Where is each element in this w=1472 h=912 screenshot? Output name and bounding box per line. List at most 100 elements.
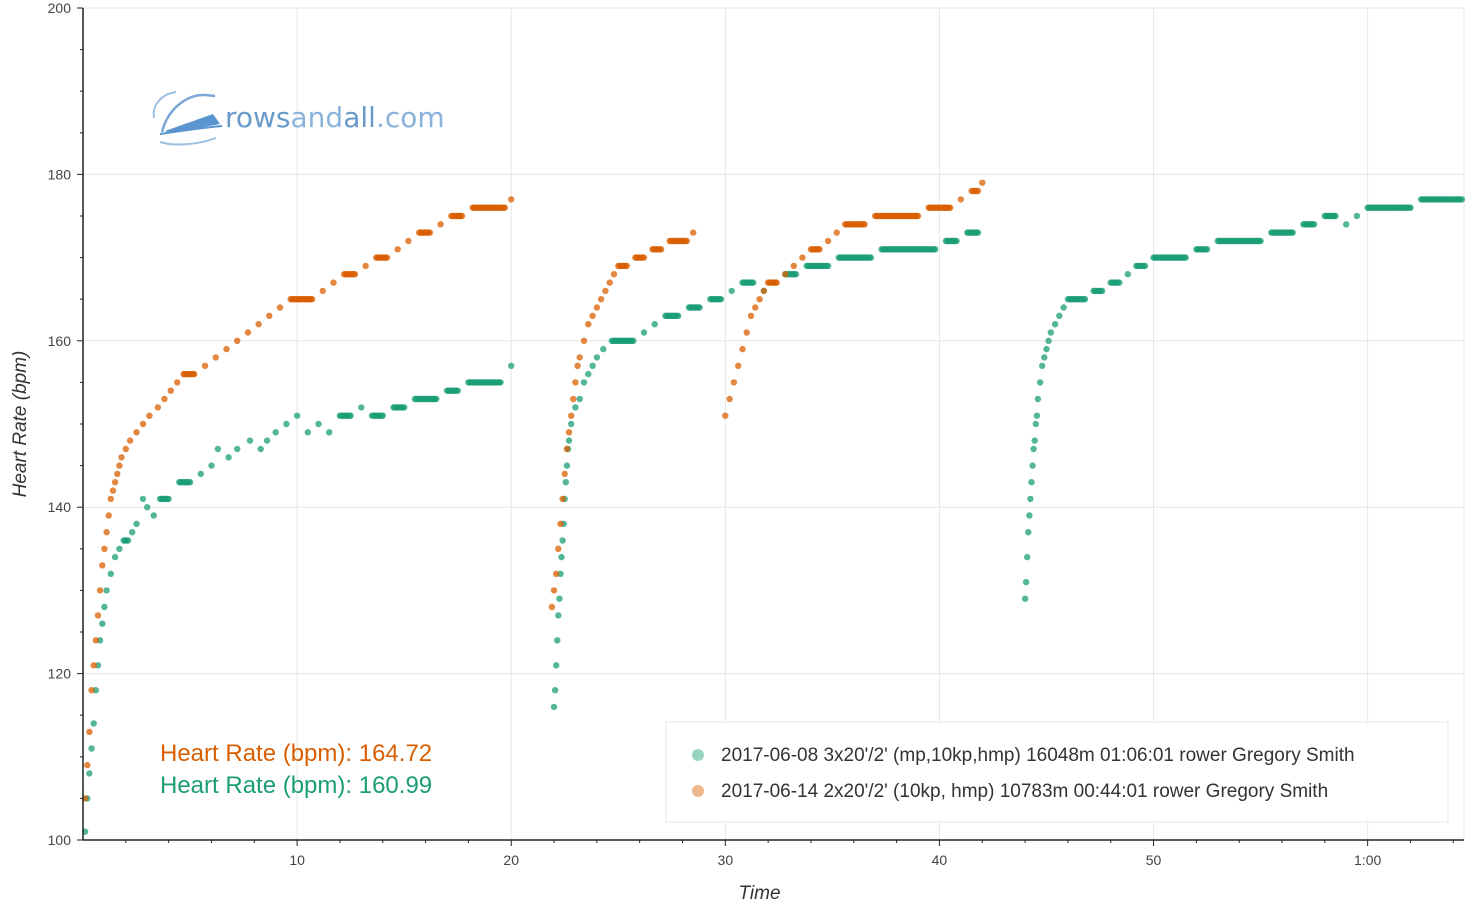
data-point [405, 237, 412, 245]
data-point [1056, 312, 1063, 319]
data-point [756, 296, 763, 303]
data-point [792, 271, 800, 278]
data-point [914, 212, 922, 220]
data-point [675, 312, 682, 319]
data-point [86, 770, 93, 777]
data-point [103, 587, 110, 594]
data-point [276, 304, 284, 311]
data-point [154, 404, 162, 411]
data-point [1025, 529, 1032, 536]
data-point [717, 296, 725, 303]
data-point [1332, 212, 1339, 220]
data-point [585, 321, 592, 328]
data-point [1032, 420, 1040, 428]
data-point [683, 237, 690, 245]
data-point [568, 412, 575, 419]
data-point [1039, 362, 1046, 369]
data-point [186, 479, 194, 486]
data-point [362, 262, 369, 270]
data-point [1043, 345, 1050, 353]
data-point [111, 553, 119, 561]
data-point [1081, 296, 1089, 303]
data-point [283, 420, 290, 428]
data-point [223, 345, 230, 353]
data-point [255, 321, 262, 328]
data-point [174, 379, 181, 386]
data-point [497, 379, 504, 386]
data-point [234, 337, 241, 344]
data-point [570, 395, 577, 403]
data-point [126, 437, 134, 444]
data-point [214, 445, 222, 453]
data-point [799, 254, 806, 261]
data-point [593, 304, 601, 311]
data-point [696, 304, 703, 311]
data-point [244, 329, 252, 336]
data-point [630, 337, 637, 344]
data-point [640, 329, 648, 336]
data-point [1310, 221, 1318, 228]
data-point [551, 687, 559, 694]
data-point [161, 395, 168, 403]
data-point [167, 387, 174, 394]
data-point [568, 420, 575, 428]
data-point [657, 246, 665, 253]
data-point [553, 662, 560, 669]
data-point [124, 537, 132, 544]
data-point [589, 312, 596, 319]
y-tick-label: 180 [48, 166, 72, 182]
data-point [146, 412, 153, 419]
data-point [640, 254, 648, 261]
data-points [81, 179, 1466, 835]
data-point [576, 395, 583, 403]
legend-label-orange[interactable]: 2017-06-14 2x20'/2' (10kp, hmp) 10783m 0… [721, 781, 1328, 802]
data-point [750, 279, 757, 286]
data-point [559, 537, 566, 544]
data-point [1353, 212, 1361, 220]
data-point [114, 470, 121, 478]
legend-label-green[interactable]: 2017-06-08 3x20'/2' (mp,10kp,hmp) 16048m… [721, 745, 1355, 766]
y-tick-label: 140 [48, 499, 72, 515]
data-point [651, 321, 658, 328]
data-point [394, 246, 401, 253]
data-point [304, 429, 311, 436]
data-point [610, 271, 618, 278]
data-point [107, 570, 115, 577]
summary-readout: Heart Rate (bpm): 164.72 Heart Rate (bpm… [160, 740, 432, 799]
data-point [139, 495, 147, 503]
data-point [150, 512, 157, 519]
data-point [728, 287, 735, 295]
data-point [550, 587, 558, 594]
rowing-boat-icon [152, 91, 223, 146]
data-point [563, 445, 571, 453]
gridlines [83, 7, 1465, 841]
data-point [508, 362, 515, 369]
data-point [726, 395, 733, 403]
data-point [576, 354, 583, 361]
legend-box [665, 721, 1449, 823]
series-0-points [81, 196, 1466, 835]
data-point [554, 637, 561, 644]
data-point [1051, 321, 1059, 328]
data-point [752, 304, 759, 311]
data-point [565, 437, 573, 444]
legend[interactable]: 2017-06-08 3x20'/2' (mp,10kp,hmp) 16048m… [665, 721, 1449, 823]
data-point [600, 345, 607, 353]
logo-word-all: all [343, 101, 376, 134]
summary-heart-rate-green: Heart Rate (bpm): 160.99 [160, 772, 432, 799]
data-point [833, 229, 840, 236]
data-point [101, 545, 108, 552]
axes: 100 120 140 160 180 200 10 20 30 40 50 1:00 Time Hear… [10, 0, 1464, 904]
logo-text: rowsandall.com [225, 101, 445, 134]
data-point [293, 412, 301, 419]
data-point [572, 379, 579, 386]
data-point [351, 271, 359, 278]
data-point [585, 370, 592, 378]
data-point [1124, 271, 1132, 278]
logo-word-com: .com [376, 101, 445, 134]
data-point [572, 404, 579, 411]
data-point [1141, 262, 1149, 270]
data-point [597, 296, 605, 303]
data-point [565, 429, 573, 436]
